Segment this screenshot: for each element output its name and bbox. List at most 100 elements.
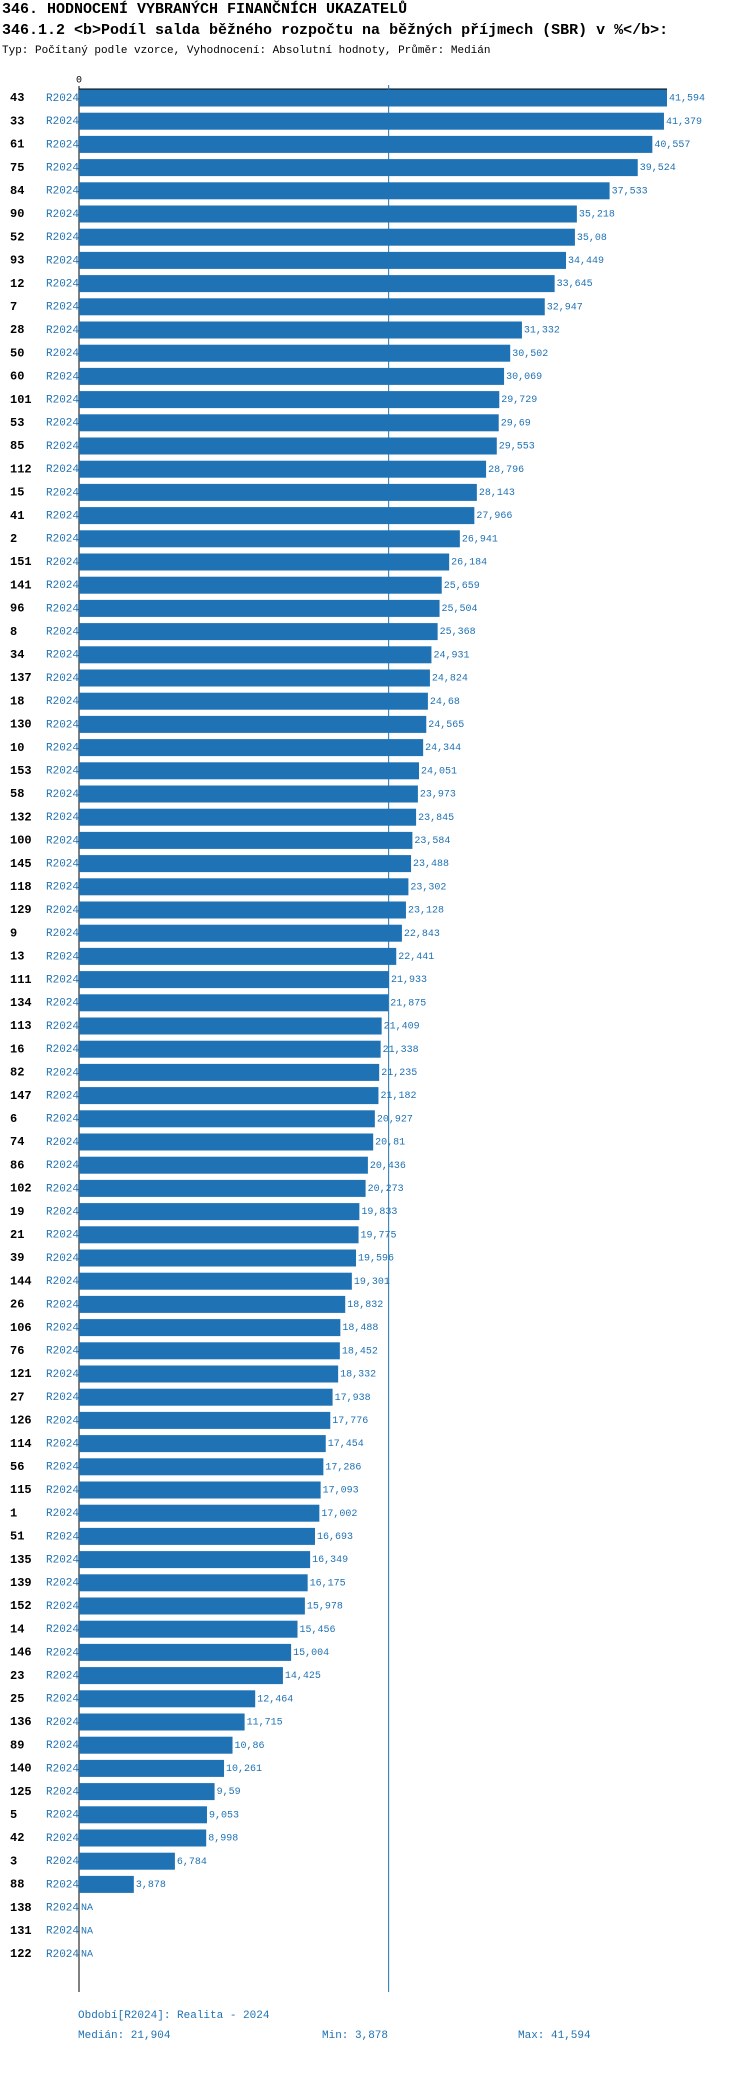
period-label: R2024 — [46, 859, 79, 871]
bar — [79, 507, 475, 525]
y-tick-label: 6 — [10, 1112, 17, 1126]
value-label: 17,286 — [325, 1462, 361, 1473]
y-tick-label: 88 — [10, 1878, 24, 1892]
period-label: R2024 — [46, 1787, 79, 1799]
value-label: NA — [81, 1903, 93, 1914]
y-tick-label: 89 — [10, 1738, 24, 1752]
y-tick-label: 26 — [10, 1298, 24, 1312]
period-label: R2024 — [46, 511, 79, 523]
value-label: 19,301 — [354, 1277, 390, 1288]
value-label: 39,524 — [640, 163, 676, 174]
y-tick-label: 112 — [10, 462, 32, 476]
period-label: R2024 — [46, 1578, 79, 1590]
value-label: 21,235 — [381, 1068, 417, 1079]
value-label: 23,973 — [420, 790, 456, 801]
bar — [79, 89, 667, 107]
bar — [79, 901, 406, 919]
y-tick-label: 76 — [10, 1344, 24, 1358]
y-tick-label: 23 — [10, 1669, 24, 1683]
value-label: 37,533 — [612, 186, 648, 197]
y-tick-label: 144 — [10, 1274, 32, 1288]
bar — [79, 391, 500, 409]
period-label: R2024 — [46, 1926, 79, 1938]
y-tick-label: 131 — [10, 1924, 32, 1938]
period-label: R2024 — [46, 1624, 79, 1636]
y-tick-label: 52 — [10, 230, 24, 244]
period-label: R2024 — [46, 93, 79, 105]
period-label: R2024 — [46, 441, 79, 453]
y-tick-label: 43 — [10, 91, 24, 105]
period-label: R2024 — [46, 1346, 79, 1358]
period-label: R2024 — [46, 1299, 79, 1311]
period-label: R2024 — [46, 905, 79, 917]
y-tick-label: 8 — [10, 625, 17, 639]
y-tick-label: 141 — [10, 578, 32, 592]
bar — [79, 599, 440, 617]
period-label: R2024 — [46, 975, 79, 987]
y-tick-label: 27 — [10, 1390, 24, 1404]
period-label: R2024 — [46, 1508, 79, 1520]
x-tick-label: 0 — [76, 76, 82, 87]
bar — [79, 228, 575, 246]
bar — [79, 576, 442, 594]
period-label: R2024 — [46, 186, 79, 198]
value-label: 19,596 — [358, 1254, 394, 1265]
bar — [79, 1017, 382, 1035]
value-label: 16,693 — [317, 1532, 353, 1543]
y-tick-label: 101 — [10, 393, 32, 407]
bar — [79, 692, 428, 710]
value-label: 28,796 — [488, 465, 524, 476]
y-tick-label: 130 — [10, 718, 32, 732]
period-label: R2024 — [46, 766, 79, 778]
y-tick-label: 137 — [10, 671, 32, 685]
y-tick-label: 33 — [10, 114, 24, 128]
value-label: 21,875 — [390, 998, 426, 1009]
value-label: 11,715 — [247, 1718, 283, 1729]
y-tick-label: 60 — [10, 370, 24, 384]
bar — [79, 739, 424, 757]
period-label: R2024 — [46, 580, 79, 592]
bar — [79, 878, 409, 896]
period-label: R2024 — [46, 835, 79, 847]
value-label: 23,488 — [413, 859, 449, 870]
value-label: 8,998 — [208, 1834, 238, 1845]
value-label: 21,338 — [383, 1045, 419, 1056]
period-label: R2024 — [46, 1369, 79, 1381]
footer-max: Max: 41,594 — [518, 2030, 591, 2042]
bar — [79, 1597, 305, 1615]
y-tick-label: 5 — [10, 1808, 17, 1822]
period-label: R2024 — [46, 279, 79, 291]
period-label: R2024 — [46, 1392, 79, 1404]
y-tick-label: 134 — [10, 996, 32, 1010]
value-label: 20,436 — [370, 1161, 406, 1172]
bar — [79, 1272, 352, 1290]
bar — [79, 1527, 315, 1545]
y-tick-label: 82 — [10, 1066, 24, 1080]
period-label: R2024 — [46, 1207, 79, 1219]
value-label: 20,273 — [368, 1184, 404, 1195]
value-label: 20,81 — [375, 1138, 405, 1149]
value-label: NA — [81, 1950, 93, 1961]
value-label: 33,645 — [557, 279, 593, 290]
period-label: R2024 — [46, 255, 79, 267]
bar — [79, 1667, 283, 1685]
bar — [79, 831, 413, 849]
value-label: 30,069 — [506, 372, 542, 383]
period-label: R2024 — [46, 1091, 79, 1103]
bar — [79, 251, 566, 269]
y-tick-label: 2 — [10, 532, 17, 546]
y-tick-label: 61 — [10, 138, 24, 152]
bar — [79, 553, 450, 571]
value-label: 34,449 — [568, 256, 604, 267]
period-label: R2024 — [46, 743, 79, 755]
bar — [79, 762, 420, 780]
y-tick-label: 75 — [10, 161, 24, 175]
y-tick-label: 145 — [10, 857, 32, 871]
value-label: 22,843 — [404, 929, 440, 940]
bar — [79, 1342, 340, 1360]
value-label: 35,08 — [577, 233, 607, 244]
bar — [79, 159, 638, 177]
bar — [79, 1226, 359, 1244]
y-tick-label: 96 — [10, 602, 24, 616]
value-label: 29,69 — [501, 418, 531, 429]
